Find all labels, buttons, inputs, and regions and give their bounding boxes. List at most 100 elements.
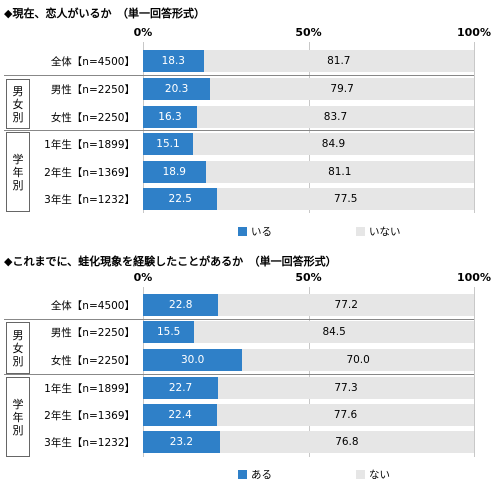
bar-segment-no <box>194 321 474 343</box>
data-label: 16.3 <box>158 111 182 123</box>
axis-tick-label: 50% <box>295 26 322 39</box>
group-separator <box>4 319 474 320</box>
bar-segment-yes <box>143 106 197 128</box>
category-label: 全体【n=4500】 <box>50 300 135 312</box>
axis-tick-label: 50% <box>295 271 322 284</box>
bar-segment-no <box>192 133 474 155</box>
bar-segment-no <box>196 106 474 128</box>
category-label: 1年生【n=1899】 <box>44 139 135 151</box>
data-label: 81.1 <box>328 166 352 178</box>
category-label: 男性【n=2250】 <box>50 84 135 96</box>
data-label: 22.5 <box>168 193 192 205</box>
data-label: 84.9 <box>321 138 346 150</box>
bar-segment-yes <box>143 78 211 100</box>
group-label-char: 年 <box>12 410 24 424</box>
group-label-char: 学 <box>12 152 24 166</box>
data-label: 15.5 <box>156 326 181 338</box>
legend-label: ある <box>251 469 272 481</box>
bar-segment-yes <box>143 349 243 371</box>
data-label: 77.6 <box>333 409 358 421</box>
legend-label: ない <box>369 469 390 481</box>
group-separator <box>4 75 474 76</box>
bar-segment-yes <box>143 377 219 399</box>
category-label: 女性【n=2250】 <box>50 355 135 367</box>
axis-tick-label: 100% <box>457 26 491 39</box>
data-label: 22.4 <box>168 409 192 421</box>
bar-segment-yes <box>143 404 218 426</box>
data-label: 77.5 <box>334 193 358 205</box>
legend-swatch <box>356 470 365 479</box>
group-label-char: 別 <box>12 354 24 368</box>
bar-segment-no <box>210 78 474 100</box>
data-label: 76.8 <box>335 436 359 448</box>
group-label-box <box>6 132 30 212</box>
data-label: 18.9 <box>162 166 186 178</box>
bar-segment-yes <box>143 133 193 155</box>
group-label-char: 別 <box>12 423 24 437</box>
data-label: 15.1 <box>156 138 180 150</box>
data-label: 70.0 <box>346 354 370 366</box>
category-label: 2年生【n=1369】 <box>44 167 135 179</box>
legend-label: いない <box>369 226 401 238</box>
bar-segment-no <box>203 50 474 72</box>
gridline <box>308 287 310 457</box>
gridline <box>143 287 144 457</box>
group-label-char: 男 <box>12 84 24 98</box>
legend-swatch <box>238 227 247 236</box>
gridline <box>474 287 475 457</box>
data-label: 81.7 <box>327 55 351 67</box>
data-label: 79.7 <box>330 83 354 95</box>
legend-swatch <box>238 470 247 479</box>
group-separator <box>4 374 474 375</box>
group-separator <box>4 130 474 131</box>
bar-segment-no <box>218 294 474 316</box>
group-label-box <box>6 377 30 457</box>
data-label: 23.2 <box>169 436 194 448</box>
category-label: 1年生【n=1899】 <box>44 383 135 395</box>
group-label-char: 別 <box>12 110 24 124</box>
bar-segment-yes <box>143 431 220 453</box>
chart-title: ◆これまでに、蛙化現象を経験したことがあるか （単一回答形式） <box>4 255 337 268</box>
category-label: 男性【n=2250】 <box>50 327 135 339</box>
axis-tick-label: 0% <box>133 26 153 39</box>
gridline <box>474 42 475 213</box>
bar-segment-no <box>218 377 474 399</box>
chart-title: ◆現在、恋人がいるか （単一回答形式） <box>4 7 205 20</box>
category-label: 全体【n=4500】 <box>50 56 135 68</box>
bar-segment-yes <box>143 161 206 183</box>
legend-label: いる <box>251 226 272 238</box>
category-label: 3年生【n=1232】 <box>44 194 135 206</box>
data-label: 22.8 <box>169 299 193 311</box>
bar-segment-no <box>205 161 474 183</box>
group-label-char: 学 <box>12 397 24 411</box>
data-label: 30.0 <box>180 354 205 366</box>
bar-segment-yes <box>143 294 219 316</box>
bar-segment-yes <box>143 50 204 72</box>
data-label: 18.3 <box>161 55 185 67</box>
data-label: 77.3 <box>334 382 358 394</box>
group-label-box <box>6 322 30 374</box>
data-label: 77.2 <box>334 299 358 311</box>
group-label-char: 女 <box>12 97 24 111</box>
axis-tick-label: 0% <box>133 271 153 284</box>
group-label-char: 年 <box>12 165 24 179</box>
category-label: 女性【n=2250】 <box>50 112 135 124</box>
category-label: 3年生【n=1232】 <box>44 437 135 449</box>
group-label-char: 男 <box>12 328 24 342</box>
bar-segment-no <box>217 188 474 210</box>
axis-tick-label: 100% <box>457 271 491 284</box>
bar-segment-yes <box>143 188 218 210</box>
category-label: 2年生【n=1369】 <box>44 410 135 422</box>
bar-segment-no <box>219 431 474 453</box>
data-label: 83.7 <box>323 111 348 123</box>
bar-segment-yes <box>143 321 195 343</box>
legend-swatch <box>356 227 365 236</box>
data-label: 84.5 <box>322 326 346 338</box>
group-label-box <box>6 79 30 129</box>
data-label: 22.7 <box>168 382 193 394</box>
data-label: 20.3 <box>164 83 189 95</box>
group-label-char: 別 <box>12 178 24 192</box>
group-label-char: 女 <box>12 341 24 355</box>
bar-segment-no <box>242 349 474 371</box>
bar-segment-no <box>217 404 474 426</box>
